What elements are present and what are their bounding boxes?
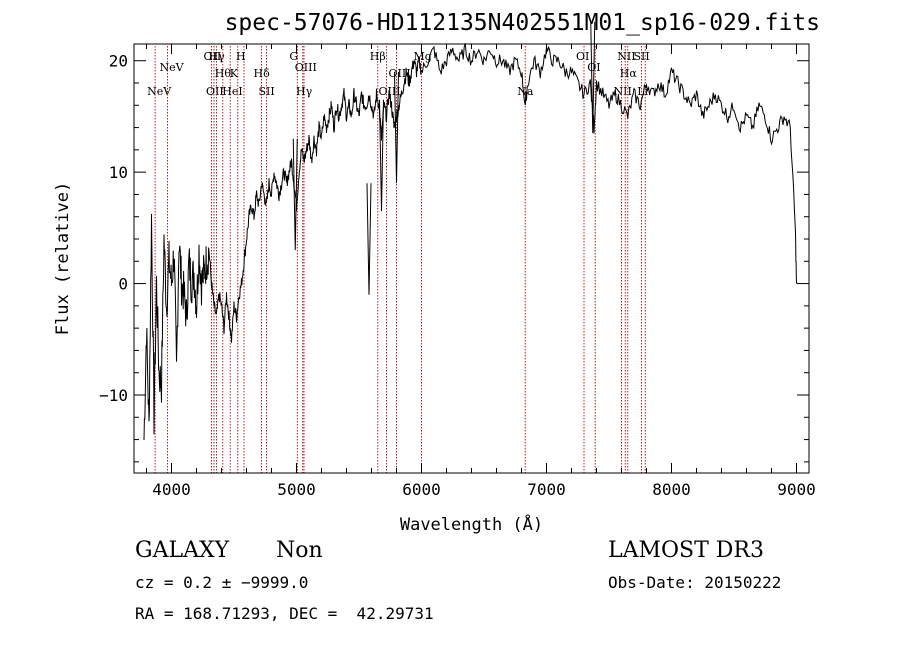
line-label-24: SII <box>634 50 650 63</box>
x-tick-label: 6000 <box>402 480 441 499</box>
radec-text: RA = 168.71293, DEC = 42.29731 <box>135 604 434 623</box>
line-label-14: Hβ <box>370 50 386 63</box>
absorption-dip-0 <box>366 183 372 295</box>
y-tick-label: 20 <box>109 52 128 71</box>
x-axis-label: Wavelength (Å) <box>400 513 543 535</box>
y-tick-label: −10 <box>99 386 128 405</box>
obs-date-text: Obs-Date: 20150222 <box>608 573 782 592</box>
line-label-4: Hγ <box>209 50 226 63</box>
line-label-10: SII <box>259 85 275 98</box>
line-label-11: G <box>289 50 298 63</box>
line-label-25: Li <box>637 85 648 98</box>
line-label-3: OII <box>206 85 224 98</box>
x-tick-label: 8000 <box>652 480 691 499</box>
x-tick-label: 7000 <box>527 480 566 499</box>
line-label-0: NeV <box>147 85 172 98</box>
line-label-19: OI <box>576 50 589 63</box>
x-tick-label: 9000 <box>777 480 816 499</box>
line-label-7: K <box>230 67 239 80</box>
absorption-dip-2 <box>394 71 399 184</box>
absorption-dip-4 <box>292 138 298 251</box>
line-label-8: H <box>236 50 246 63</box>
line-label-18: Na <box>517 85 534 98</box>
line-label-16: OIII <box>389 67 411 80</box>
x-tick-label: 5000 <box>277 480 316 499</box>
object-class: GALAXY <box>135 538 230 563</box>
chart-title: spec-57076-HD112135N402551M01_sp16-029.f… <box>224 10 820 36</box>
absorption-dip-1 <box>379 99 384 212</box>
line-label-9: Hδ <box>254 67 271 80</box>
line-label-6: HeI <box>222 85 242 98</box>
y-tick-label: 10 <box>109 163 128 182</box>
line-label-22: NII <box>617 50 635 63</box>
absorption-dip-3 <box>590 21 596 134</box>
line-label-1: NeV <box>160 61 185 74</box>
object-subclass: Non <box>276 538 323 563</box>
redshift-text: cz = 0.2 ± −9999.0 <box>135 573 309 592</box>
y-tick-label: 0 <box>118 275 128 294</box>
x-tick-label: 4000 <box>152 480 191 499</box>
line-label-13: Hγ <box>296 85 313 98</box>
y-axis-label: Flux (relative) <box>53 182 73 336</box>
line-label-5: Hθ <box>215 67 232 80</box>
line-label-23: Hα <box>620 67 638 80</box>
survey-label: LAMOST DR3 <box>608 538 764 563</box>
line-label-12: OIII <box>295 61 317 74</box>
spectrum-line <box>143 43 797 441</box>
